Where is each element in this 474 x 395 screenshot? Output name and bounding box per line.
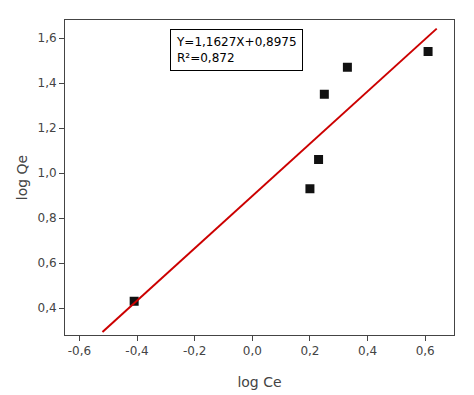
svg-text:0,6: 0,6 bbox=[38, 256, 57, 270]
svg-text:-0,2: -0,2 bbox=[183, 344, 206, 358]
svg-text:0,0: 0,0 bbox=[243, 344, 262, 358]
svg-text:-0,4: -0,4 bbox=[125, 344, 148, 358]
svg-text:0,4: 0,4 bbox=[38, 301, 57, 315]
svg-text:-0,6: -0,6 bbox=[68, 344, 91, 358]
svg-text:Y=1,1627X+0,8975R²=0,872: Y=1,1627X+0,8975R²=0,872 bbox=[176, 35, 297, 65]
svg-text:0,4: 0,4 bbox=[358, 344, 377, 358]
svg-text:1,6: 1,6 bbox=[38, 31, 57, 45]
svg-text:1,0: 1,0 bbox=[38, 166, 57, 180]
svg-text:1,4: 1,4 bbox=[38, 76, 57, 90]
svg-text:0,8: 0,8 bbox=[38, 211, 57, 225]
svg-text:log Ce: log Ce bbox=[237, 374, 281, 390]
svg-text:log Qe: log Qe bbox=[14, 155, 30, 200]
svg-text:1,2: 1,2 bbox=[38, 121, 57, 135]
svg-text:0,6: 0,6 bbox=[416, 344, 435, 358]
svg-text:0,2: 0,2 bbox=[300, 344, 319, 358]
